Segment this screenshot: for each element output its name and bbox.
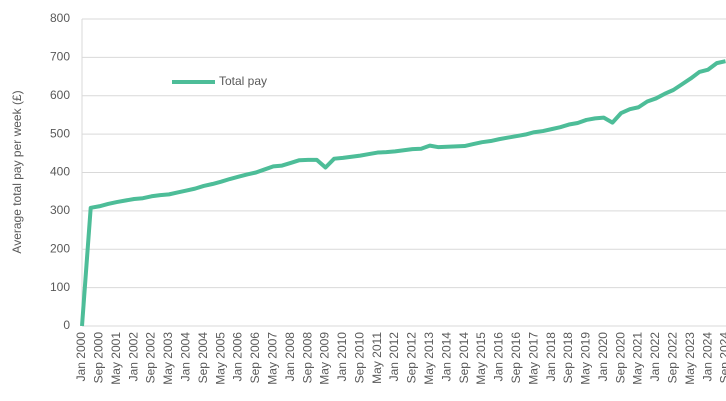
x-tick-label: Sep 2022 [665, 332, 679, 384]
y-tick-label: 700 [50, 50, 70, 64]
x-tick-label: May 2003 [161, 332, 175, 385]
y-tick-label: 600 [50, 88, 70, 102]
y-tick-label: 800 [50, 11, 70, 25]
x-tick-label: Sep 2014 [457, 332, 471, 384]
x-tick-label: Sep 2006 [248, 332, 262, 384]
x-tick-label: Sep 2024 [718, 332, 726, 384]
x-tick-label: May 2019 [579, 332, 593, 385]
x-tick-label: Jan 2022 [648, 332, 662, 382]
x-tick-label: Jan 2008 [283, 332, 297, 382]
x-tick-label: Sep 2000 [92, 332, 106, 384]
x-tick-label: Jan 2018 [544, 332, 558, 382]
x-tick-label: Sep 2010 [352, 332, 366, 384]
y-tick-label: 100 [50, 280, 70, 294]
x-tick-label: May 2013 [422, 332, 436, 385]
y-tick-label: 500 [50, 126, 70, 140]
x-tick-label: Jan 2020 [596, 332, 610, 382]
series-line [80, 59, 726, 327]
x-tick-label: May 2017 [526, 332, 540, 385]
x-tick-label: May 2011 [370, 332, 384, 384]
x-tick-label: Sep 2016 [509, 332, 523, 384]
x-tick-label: May 2007 [265, 332, 279, 385]
y-tick-label: 200 [50, 241, 70, 255]
x-tick-label: Sep 2012 [405, 332, 419, 384]
x-tick-label: Sep 2020 [613, 332, 627, 384]
x-tick-label: Jan 2016 [492, 332, 506, 382]
x-tick-label: May 2005 [213, 332, 227, 385]
x-tick-label: Jan 2014 [439, 332, 453, 382]
x-tick-label: May 2021 [631, 332, 645, 385]
x-tick-label: May 2015 [474, 332, 488, 385]
x-tick-label: Jan 2012 [387, 332, 401, 382]
x-tick-label: Jan 2002 [126, 332, 140, 382]
y-tick-label: 400 [50, 165, 70, 179]
x-tick-label: May 2023 [683, 332, 697, 385]
x-tick-label: Sep 2008 [300, 332, 314, 384]
x-tick-label: Jan 2010 [335, 332, 349, 382]
x-tick-label: Sep 2004 [196, 332, 210, 384]
x-tick-label: May 2009 [318, 332, 332, 385]
x-tick-label: Jan 2006 [231, 332, 245, 382]
y-tick-label: 0 [63, 318, 70, 332]
y-axis-title: Average total pay per week (£) [10, 90, 24, 253]
legend-label: Total pay [219, 74, 267, 88]
x-tick-label: Jan 2000 [74, 332, 88, 382]
x-tick-label: Sep 2018 [561, 332, 575, 384]
x-tick-label: May 2001 [109, 332, 123, 385]
x-tick-label: Jan 2024 [700, 332, 714, 382]
y-tick-label: 300 [50, 203, 70, 217]
x-tick-label: Jan 2004 [179, 332, 193, 382]
x-tick-label: Sep 2002 [144, 332, 158, 384]
